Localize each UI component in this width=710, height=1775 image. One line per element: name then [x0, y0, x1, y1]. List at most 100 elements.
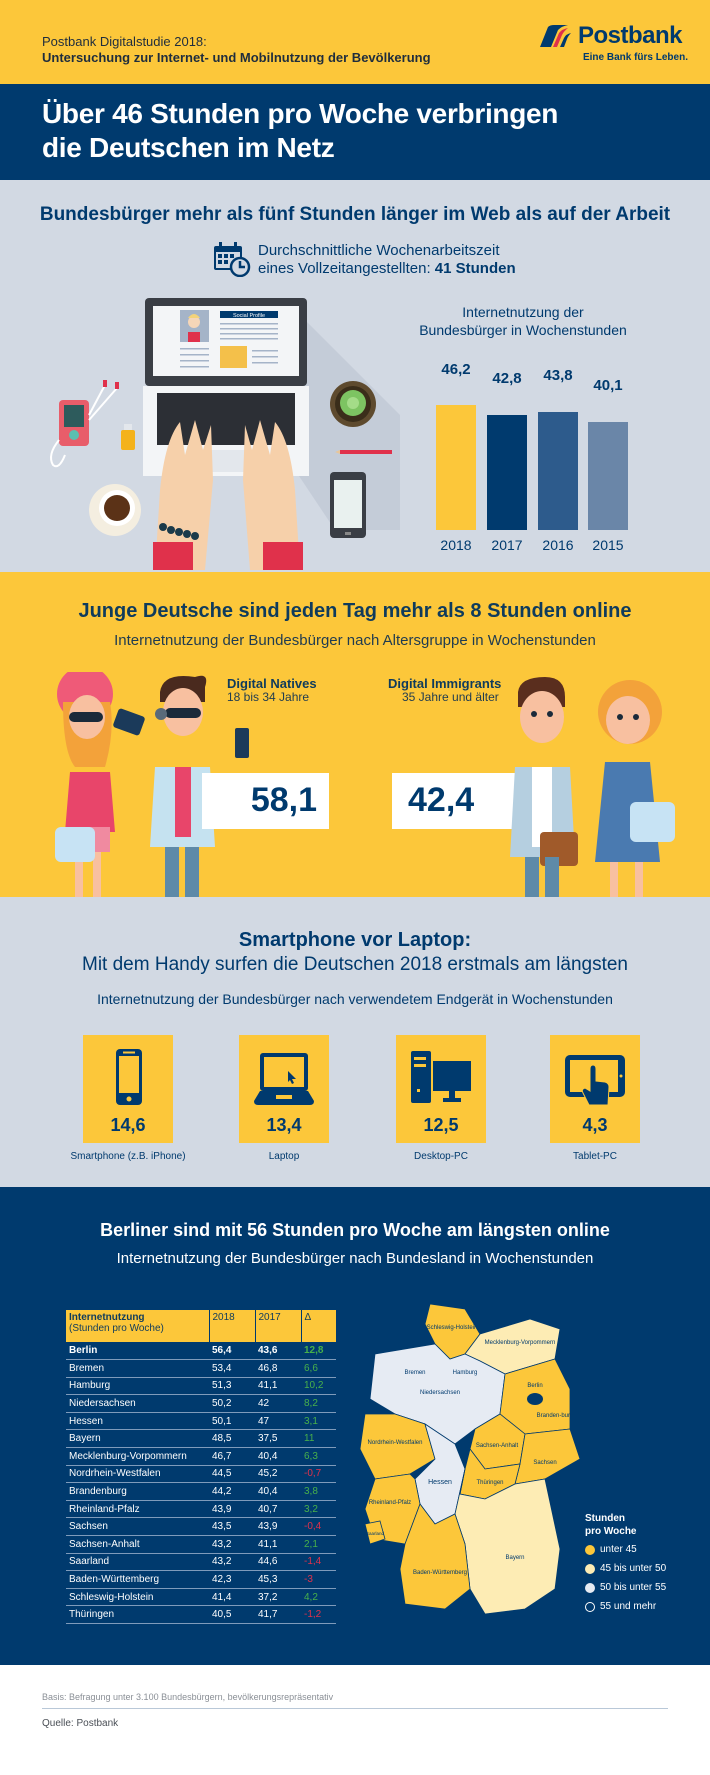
bar-2017[interactable] — [487, 415, 527, 530]
section-title: Smartphone vor Laptop: — [238, 929, 472, 951]
digital-immigrants-illustration — [510, 677, 675, 897]
cell-delta: 3,8 — [301, 1482, 336, 1501]
svg-text:Niedersachsen: Niedersachsen — [420, 1390, 460, 1396]
study-line: Postbank Digitalstudie 2018: — [42, 34, 207, 49]
bar-2018[interactable] — [436, 405, 476, 530]
svg-text:Sachsen: Sachsen — [533, 1460, 556, 1466]
device-value-smartphone: 14,6 — [110, 1115, 146, 1135]
legend-item-50-55[interactable]: 50 bis unter 55 — [585, 1578, 666, 1597]
section-states: Berliner sind mit 56 Stunden pro Woche a… — [0, 1187, 710, 1665]
cell-delta: 12,8 — [301, 1342, 336, 1361]
cell-2017: 37,2 — [255, 1588, 301, 1607]
svg-text:Bremen: Bremen — [404, 1370, 425, 1376]
laptop-icon — [254, 1053, 314, 1105]
cell-2017: 44,6 — [255, 1553, 301, 1572]
table-row: Rheinland-Pfalz 43,9 40,7 3,2 — [66, 1500, 336, 1519]
cell-2017: 47 — [255, 1412, 301, 1431]
cell-state: Brandenburg — [66, 1482, 209, 1501]
work-hours-note: Durchschnittliche Wochenarbeitszeit eine… — [213, 240, 533, 280]
cell-delta: 10,2 — [301, 1377, 336, 1396]
cell-2018: 51,3 — [209, 1377, 255, 1396]
legend-label: unter 45 — [600, 1544, 637, 1555]
device-card-smartphone: 14,6 — [83, 1035, 173, 1143]
cell-state: Baden-Württemberg — [66, 1570, 209, 1589]
section-subtitle: Internetnutzung der Bundesbürger nach ve… — [97, 991, 613, 1007]
header-usage-title: Internetnutzung — [69, 1312, 145, 1323]
cell-2018: 43,9 — [209, 1500, 255, 1519]
bar-label-2018: 2018 — [440, 537, 472, 553]
table-row: Bayern 48,5 37,5 11 — [66, 1429, 336, 1449]
table-row: Brandenburg 44,2 40,4 3,8 — [66, 1482, 336, 1501]
desktop-pc-icon — [411, 1051, 471, 1103]
postbank-logo[interactable]: Postbank Eine Bank fürs Leben. — [538, 22, 688, 68]
bar-2016[interactable] — [538, 412, 578, 530]
device-value-tablet: 4,3 — [582, 1115, 608, 1135]
bar-value-2017: 42,8 — [492, 370, 522, 387]
header-usage-sub: (Stunden pro Woche) — [69, 1323, 164, 1334]
cell-state: Berlin — [66, 1342, 209, 1361]
bar-value-2015: 40,1 — [593, 377, 623, 394]
footer-source: Quelle: Postbank — [42, 1718, 119, 1729]
cell-state: Mecklenburg-Vorpommern — [66, 1447, 209, 1466]
cell-delta: -1,4 — [301, 1553, 336, 1572]
map-region-sachsen — [514, 1428, 581, 1485]
natives-age-range: 18 bis 34 Jahre — [227, 690, 310, 704]
cell-2017: 45,3 — [255, 1570, 301, 1589]
footer: Basis: Befragung unter 3.100 Bundesbürge… — [0, 1665, 710, 1775]
bar-label-2015: 2015 — [592, 537, 624, 553]
bar-label-2017: 2017 — [491, 537, 523, 553]
legend-item-55-plus[interactable]: 55 und mehr — [585, 1597, 666, 1616]
states-table: Internetnutzung (Stunden pro Woche) 2018 … — [66, 1310, 336, 1624]
cell-state: Rheinland-Pfalz — [66, 1500, 209, 1519]
cell-2017: 42 — [255, 1394, 301, 1413]
svg-text:Saarland: Saarland — [366, 1531, 385, 1536]
table-row: Sachsen 43,5 43,9 -0,4 — [66, 1517, 336, 1537]
cell-2018: 48,5 — [209, 1429, 255, 1449]
legend-dot-icon — [585, 1602, 595, 1612]
cell-delta: -0,4 — [301, 1517, 336, 1537]
calendar-clock-icon — [214, 242, 251, 277]
table-row: Thüringen 40,5 41,7 -1,2 — [66, 1605, 336, 1624]
logo-name: Postbank — [578, 22, 683, 49]
legend-item-45-50[interactable]: 45 bis unter 50 — [585, 1559, 666, 1578]
device-card-desktop: 12,5 — [396, 1035, 486, 1143]
bar-2015[interactable] — [588, 422, 628, 530]
table-row: Hessen 50,1 47 3,1 — [66, 1412, 336, 1431]
header-2017[interactable]: 2017 — [255, 1310, 302, 1342]
table-row: Saarland 43,2 44,6 -1,4 — [66, 1553, 336, 1572]
map-region-berlin — [527, 1393, 543, 1405]
section-title: Bundesbürger mehr als fünf Stunden länge… — [39, 204, 671, 225]
device-value-laptop: 13,4 — [266, 1115, 302, 1135]
legend-dot-icon — [585, 1545, 595, 1555]
cell-2017: 40,7 — [255, 1500, 301, 1519]
legend-label: 55 und mehr — [600, 1601, 657, 1612]
cell-2017: 41,1 — [255, 1535, 301, 1554]
header-2018[interactable]: 2018 — [209, 1310, 256, 1342]
cell-2018: 56,4 — [209, 1342, 255, 1361]
chart-title-line1: Internetnutzung der — [462, 304, 584, 320]
device-card-tablet: 4,3 — [550, 1035, 640, 1143]
table-row: Hamburg 51,3 41,1 10,2 — [66, 1377, 336, 1396]
cell-state: Saarland — [66, 1553, 209, 1572]
table-row: Mecklenburg-Vorpommern 46,7 40,4 6,3 — [66, 1447, 336, 1466]
svg-text:Schleswig-Holstein: Schleswig-Holstein — [427, 1325, 478, 1331]
immigrants-value-box: 42,4 — [392, 773, 522, 829]
cell-2017: 40,4 — [255, 1482, 301, 1501]
legend-item-under-45[interactable]: unter 45 — [585, 1540, 666, 1559]
cell-state: Sachsen — [66, 1517, 209, 1537]
table-row: Baden-Württemberg 42,3 45,3 -3 — [66, 1570, 336, 1589]
cell-2018: 43,2 — [209, 1553, 255, 1572]
cell-delta: 3,1 — [301, 1412, 336, 1431]
digital-natives-illustration — [55, 672, 249, 897]
header-delta[interactable]: Δ — [301, 1310, 336, 1342]
smartphone-icon — [116, 1049, 142, 1105]
svg-text:Hamburg: Hamburg — [453, 1370, 478, 1376]
map-region-saarland — [364, 1520, 386, 1545]
yearly-chart-title: Internetnutzung der Bundesbürger in Woch… — [408, 303, 638, 339]
cell-state: Thüringen — [66, 1605, 209, 1624]
cell-2017: 41,7 — [255, 1605, 301, 1624]
cell-delta: 8,2 — [301, 1394, 336, 1413]
cell-delta: 2,1 — [301, 1535, 336, 1554]
cell-2018: 44,2 — [209, 1482, 255, 1501]
table-row: Niedersachsen 50,2 42 8,2 — [66, 1394, 336, 1413]
